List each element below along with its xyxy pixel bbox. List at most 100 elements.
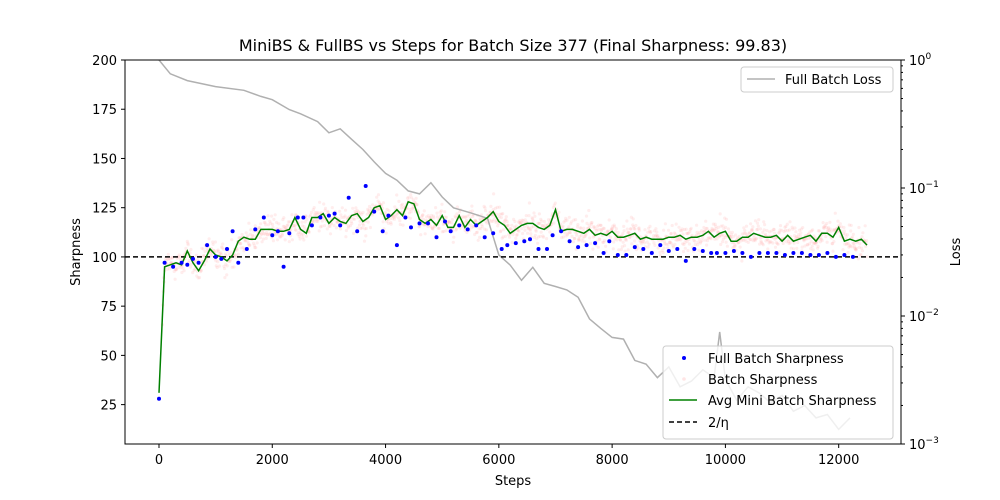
batch-sharpness-point <box>771 241 775 245</box>
batch-sharpness-point <box>682 242 686 247</box>
batch-sharpness-point <box>671 245 676 249</box>
batch-sharpness-point <box>476 238 480 242</box>
batch-sharpness-point <box>783 228 788 232</box>
batch-sharpness-point <box>251 233 255 237</box>
full-batch-sharpness-point <box>513 241 518 246</box>
batch-sharpness-point <box>571 240 576 244</box>
batch-sharpness-point <box>560 225 564 229</box>
batch-sharpness-point <box>767 241 771 245</box>
batch-sharpness-point <box>196 276 200 280</box>
batch-sharpness-point <box>534 229 538 233</box>
batch-sharpness-point <box>494 219 498 223</box>
batch-sharpness-point <box>817 229 822 233</box>
batch-sharpness-point <box>576 223 580 227</box>
batch-sharpness-point <box>376 208 380 212</box>
batch-sharpness-point <box>497 215 501 219</box>
batch-sharpness-point <box>716 225 721 229</box>
batch-sharpness-point <box>266 223 270 227</box>
full-batch-sharpness-point <box>709 251 714 255</box>
batch-sharpness-point <box>842 229 847 233</box>
batch-sharpness-point <box>519 221 523 225</box>
batch-sharpness-point <box>352 217 357 221</box>
batch-sharpness-point <box>223 276 227 280</box>
batch-sharpness-point <box>213 240 217 244</box>
batch-sharpness-point <box>204 259 208 263</box>
batch-sharpness-point <box>682 227 687 232</box>
batch-sharpness-point <box>865 239 869 243</box>
batch-sharpness-point <box>377 207 381 211</box>
batch-sharpness-point <box>247 243 251 248</box>
batch-sharpness-point <box>828 227 832 231</box>
batch-sharpness-point <box>743 237 747 241</box>
batch-sharpness-point <box>541 234 545 238</box>
batch-sharpness-point <box>215 249 219 253</box>
batch-sharpness-point <box>768 240 772 244</box>
batch-sharpness-point <box>621 240 625 244</box>
batch-sharpness-point <box>342 215 346 219</box>
batch-sharpness-point <box>491 219 495 223</box>
batch-sharpness-point <box>443 215 447 219</box>
batch-sharpness-point <box>623 238 628 242</box>
batch-sharpness-point <box>287 240 291 244</box>
batch-sharpness-point <box>288 220 292 224</box>
batch-sharpness-point <box>369 206 373 210</box>
batch-sharpness-point <box>532 211 536 215</box>
batch-sharpness-point <box>531 217 535 221</box>
batch-sharpness-point <box>751 225 755 229</box>
batch-sharpness-point <box>805 243 809 247</box>
batch-sharpness-point <box>214 259 218 263</box>
batch-sharpness-point <box>282 225 286 229</box>
batch-sharpness-point <box>731 246 735 250</box>
batch-sharpness-point <box>628 235 632 240</box>
batch-sharpness-point <box>386 221 391 225</box>
batch-sharpness-point <box>483 206 487 210</box>
batch-sharpness-point <box>564 234 568 238</box>
batch-sharpness-point <box>715 237 719 241</box>
batch-sharpness-point <box>527 214 531 218</box>
batch-sharpness-point <box>296 232 300 236</box>
batch-sharpness-point <box>417 225 421 229</box>
batch-sharpness-point <box>825 221 829 226</box>
batch-sharpness-point <box>794 235 798 239</box>
batch-sharpness-point <box>573 237 577 241</box>
batch-sharpness-point <box>523 218 527 222</box>
batch-sharpness-point <box>246 240 250 244</box>
full-batch-sharpness-point <box>808 253 813 257</box>
batch-sharpness-point <box>458 226 462 230</box>
batch-sharpness-point <box>424 218 428 222</box>
batch-sharpness-point <box>753 219 758 223</box>
batch-sharpness-point <box>652 234 656 238</box>
batch-sharpness-point <box>841 232 846 236</box>
batch-sharpness-point <box>552 221 556 225</box>
full-batch-sharpness-point <box>244 247 249 251</box>
batch-sharpness-point <box>613 225 617 229</box>
y-tick-label: 125 <box>92 202 117 217</box>
batch-sharpness-point <box>537 221 541 225</box>
batch-sharpness-point <box>464 220 468 224</box>
batch-sharpness-point <box>622 229 626 233</box>
batch-sharpness-point <box>202 254 206 258</box>
batch-sharpness-point <box>470 204 474 208</box>
batch-sharpness-point <box>410 206 414 210</box>
batch-sharpness-point <box>816 229 821 233</box>
batch-sharpness-point <box>688 227 692 232</box>
legend-full-batch-sharpness-swatch <box>682 356 686 360</box>
batch-sharpness-point <box>260 232 264 236</box>
batch-sharpness-point <box>807 242 812 246</box>
batch-sharpness-point <box>750 229 754 233</box>
batch-sharpness-point <box>177 253 181 257</box>
batch-sharpness-point <box>270 222 275 227</box>
batch-sharpness-point <box>636 246 640 250</box>
batch-sharpness-point <box>188 265 193 269</box>
batch-sharpness-point <box>375 195 379 199</box>
batch-sharpness-point <box>632 225 636 229</box>
batch-sharpness-point <box>422 209 426 213</box>
batch-sharpness-point <box>561 235 566 239</box>
batch-sharpness-point <box>823 223 827 227</box>
batch-sharpness-point <box>637 226 641 230</box>
full-batch-sharpness-point <box>567 239 572 244</box>
batch-sharpness-point <box>739 239 743 243</box>
batch-sharpness-point <box>219 251 223 255</box>
batch-sharpness-point <box>802 237 807 241</box>
full-batch-sharpness-point <box>505 243 510 248</box>
